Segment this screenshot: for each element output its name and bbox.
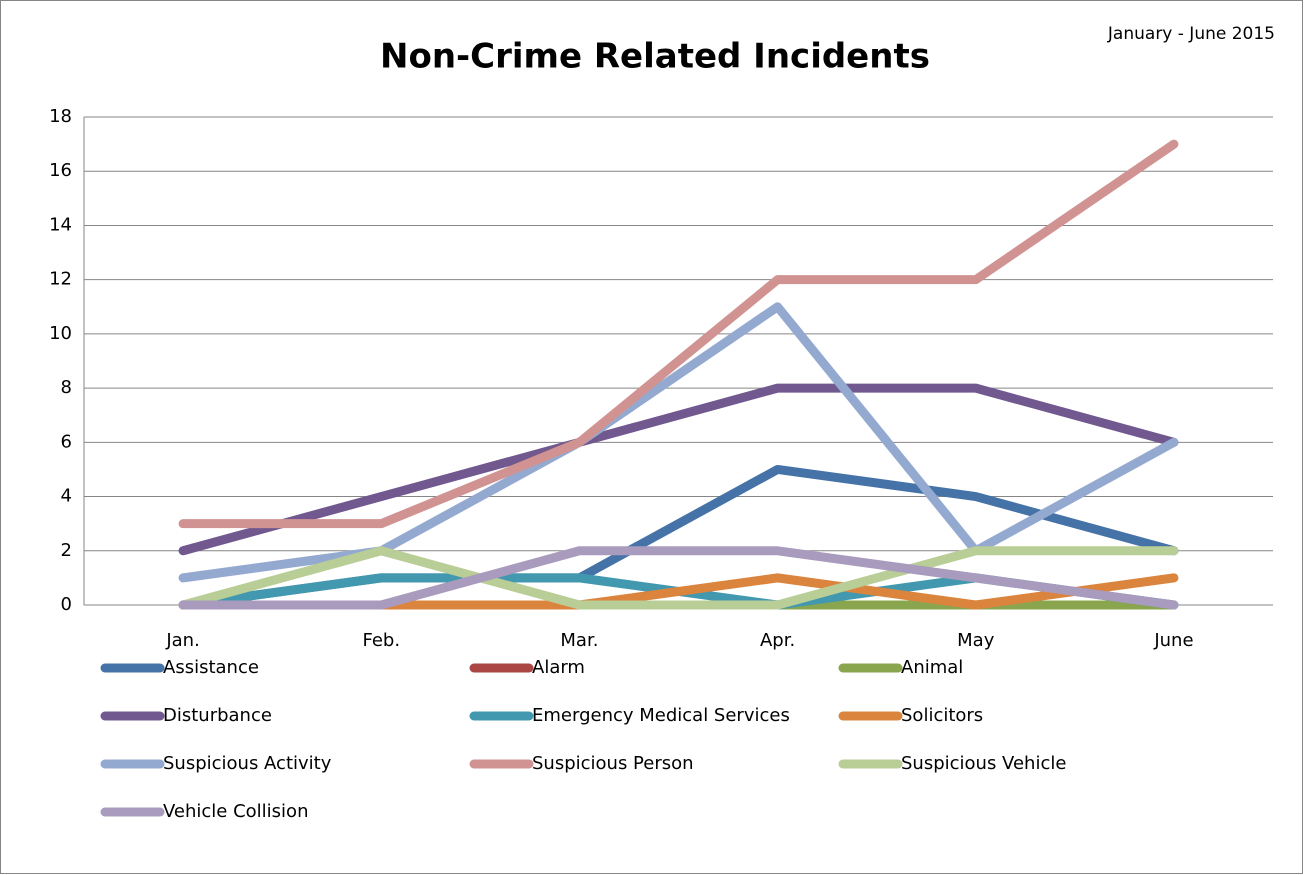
x-tick-label: Jan. <box>165 630 199 651</box>
legend-label: Vehicle Collision <box>163 801 308 822</box>
series-line <box>178 383 1179 556</box>
legend-label: Suspicious Person <box>532 753 694 774</box>
y-tick-label: 4 <box>61 486 72 507</box>
legend-label: Suspicious Vehicle <box>901 753 1066 774</box>
x-tick-label: Apr. <box>760 630 795 651</box>
legend-label: Disturbance <box>163 705 272 726</box>
legend-label: Alarm <box>532 657 585 678</box>
x-tick-label: June <box>1153 630 1193 651</box>
legend-label: Animal <box>901 657 963 678</box>
y-tick-label: 8 <box>61 377 72 398</box>
legend-label: Suspicious Activity <box>163 753 332 774</box>
x-tick-label: Feb. <box>362 630 400 651</box>
y-tick-label: 6 <box>61 431 72 452</box>
y-tick-label: 12 <box>49 269 72 290</box>
y-tick-label: 14 <box>49 214 72 235</box>
series-line <box>178 139 1179 529</box>
chart-title: Non-Crime Related Incidents <box>380 37 930 77</box>
x-tick-label: May <box>957 630 995 651</box>
y-tick-label: 18 <box>49 106 72 127</box>
y-tick-label: 10 <box>49 323 72 344</box>
x-tick-label: Mar. <box>560 630 598 651</box>
y-tick-label: 2 <box>61 540 72 561</box>
legend-label: Solicitors <box>901 705 983 726</box>
y-tick-label: 0 <box>61 594 72 615</box>
series-line <box>178 546 1179 610</box>
legend-label: Emergency Medical Services <box>532 705 790 726</box>
chart-subtitle: January - June 2015 <box>1107 24 1275 44</box>
series-line <box>178 546 1179 610</box>
legend-label: Assistance <box>163 657 259 678</box>
y-tick-label: 16 <box>49 160 72 181</box>
